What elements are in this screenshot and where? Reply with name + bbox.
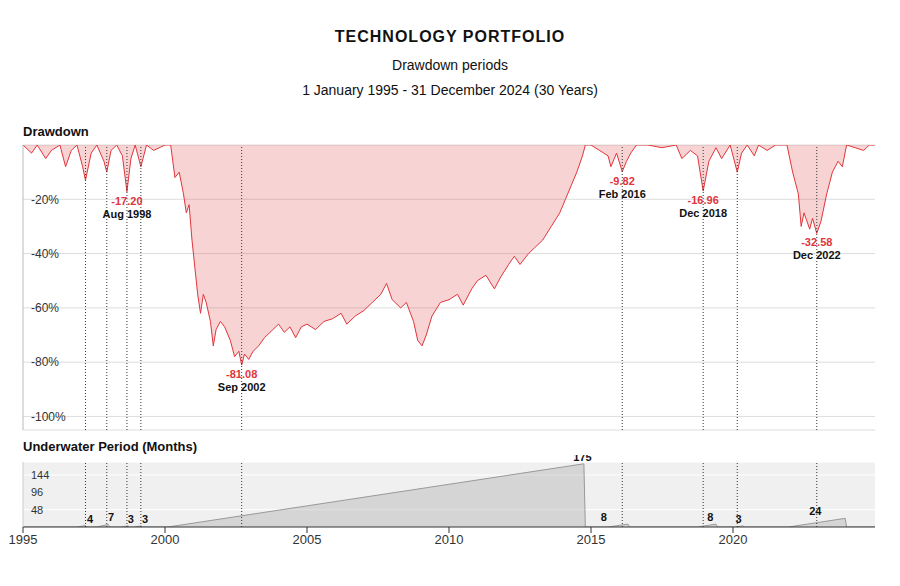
svg-text:Aug 1998: Aug 1998 <box>102 208 151 220</box>
svg-text:-17.20: -17.20 <box>111 195 142 207</box>
svg-text:-9.82: -9.82 <box>610 175 635 187</box>
svg-text:-20%: -20% <box>31 193 59 207</box>
svg-text:Dec 2022: Dec 2022 <box>793 249 841 261</box>
html-text:Drawdown: Drawdown <box>23 124 89 139</box>
svg-text:7: 7 <box>108 511 114 523</box>
svg-text:3: 3 <box>128 513 134 525</box>
svg-text:8: 8 <box>601 511 607 523</box>
svg-text:96: 96 <box>31 486 43 498</box>
svg-text:-100%: -100% <box>31 410 66 424</box>
svg-text:48: 48 <box>31 504 43 516</box>
svg-text:1995: 1995 <box>9 532 38 547</box>
html-text:Underwater Period (Months): Underwater Period (Months) <box>23 439 198 454</box>
svg-text:4: 4 <box>87 513 94 525</box>
svg-text:Feb 2016: Feb 2016 <box>599 188 646 200</box>
svg-text:8: 8 <box>707 511 713 523</box>
svg-text:175: 175 <box>573 455 591 463</box>
svg-text:Dec 2018: Dec 2018 <box>679 207 727 219</box>
svg-text:-40%: -40% <box>31 247 59 261</box>
svg-text:-16.96: -16.96 <box>688 194 719 206</box>
svg-text:-32.58: -32.58 <box>801 236 832 248</box>
svg-text:3: 3 <box>736 513 742 525</box>
svg-text:-81.08: -81.08 <box>226 368 257 380</box>
html-text:Drawdown periods: Drawdown periods <box>392 57 508 73</box>
svg-text:2020: 2020 <box>719 532 748 547</box>
html-text:1 January 1995 - 31 December 2: 1 January 1995 - 31 December 2024 (30 Ye… <box>302 82 598 98</box>
svg-text:-60%: -60% <box>31 301 59 315</box>
svg-text:2005: 2005 <box>293 532 322 547</box>
svg-text:2015: 2015 <box>577 532 606 547</box>
svg-text:2010: 2010 <box>435 532 464 547</box>
svg-text:Sep 2002: Sep 2002 <box>218 381 266 393</box>
html-text:TECHNOLOGY PORTFOLIO: TECHNOLOGY PORTFOLIO <box>334 28 566 45</box>
svg-text:-80%: -80% <box>31 355 59 369</box>
svg-text:24: 24 <box>809 505 822 517</box>
svg-text:144: 144 <box>31 469 49 481</box>
svg-text:2000: 2000 <box>151 532 180 547</box>
svg-text:3: 3 <box>142 513 148 525</box>
